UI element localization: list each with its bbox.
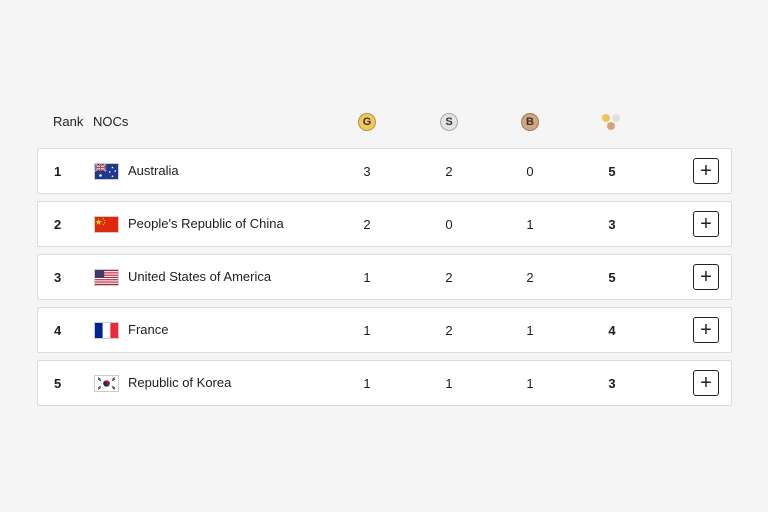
- expand-row-button[interactable]: +: [693, 317, 719, 343]
- silver-medal-icon: S: [440, 113, 458, 131]
- total-count: 4: [608, 323, 616, 338]
- expand-row-button[interactable]: +: [693, 264, 719, 290]
- china-flag-icon: [94, 216, 119, 233]
- total-count: 5: [608, 270, 616, 285]
- plus-icon: +: [700, 319, 712, 341]
- expand-row-button[interactable]: +: [693, 370, 719, 396]
- plus-icon: +: [700, 266, 712, 288]
- gold-count: 1: [363, 323, 371, 338]
- total-count: 5: [608, 164, 616, 179]
- plus-icon: +: [700, 160, 712, 182]
- table-row: 3 United States of America 1 2 2 5: [37, 254, 732, 300]
- plus-icon: +: [700, 213, 712, 235]
- noc-name: Republic of Korea: [128, 375, 232, 390]
- rank-column-header: Rank: [53, 114, 84, 129]
- rank-cell: 4: [54, 323, 62, 338]
- gold-count: 3: [363, 164, 371, 179]
- table-row: 2 People's Republic of China 2 0 1 3 +: [37, 201, 732, 247]
- bronze-count: 1: [526, 217, 534, 232]
- total-medals-icon: [602, 112, 626, 132]
- gold-count: 2: [363, 217, 371, 232]
- bronze-count: 0: [526, 164, 534, 179]
- medal-table: Rank NOCs G S B 1: [37, 108, 732, 406]
- silver-count: 2: [445, 164, 453, 179]
- noc-name: United States of America: [128, 269, 272, 284]
- table-row: 1: [37, 148, 732, 194]
- table-row: 5 Republic of Korea 1 1: [37, 360, 732, 406]
- rank-cell: 1: [54, 164, 62, 179]
- noc-name: Australia: [128, 163, 179, 178]
- gold-count: 1: [363, 376, 371, 391]
- gold-medal-icon: G: [358, 113, 376, 131]
- table-header: Rank NOCs G S B: [37, 108, 732, 136]
- silver-count: 2: [445, 270, 453, 285]
- total-count: 3: [608, 217, 616, 232]
- noc-name: France: [128, 322, 169, 337]
- expand-row-button[interactable]: +: [693, 211, 719, 237]
- silver-count: 1: [445, 376, 453, 391]
- usa-flag-icon: [94, 269, 119, 286]
- table-row: 4 France 1 2 1 4 +: [37, 307, 732, 353]
- rank-cell: 2: [54, 217, 62, 232]
- expand-row-button[interactable]: +: [693, 158, 719, 184]
- silver-count: 2: [445, 323, 453, 338]
- australia-flag-icon: [94, 163, 119, 180]
- bronze-count: 1: [526, 323, 534, 338]
- rank-cell: 3: [54, 270, 62, 285]
- france-flag-icon: [94, 322, 119, 339]
- total-count: 3: [608, 376, 616, 391]
- bronze-count: 2: [526, 270, 534, 285]
- nocs-column-header: NOCs: [93, 114, 129, 129]
- silver-count: 0: [445, 217, 453, 232]
- bronze-medal-icon: B: [521, 113, 539, 131]
- korea-flag-icon: [94, 375, 119, 392]
- bronze-count: 1: [526, 376, 534, 391]
- plus-icon: +: [700, 372, 712, 394]
- noc-name: People's Republic of China: [128, 216, 284, 231]
- table-body: 1: [37, 148, 732, 413]
- rank-cell: 5: [54, 376, 62, 391]
- gold-count: 1: [363, 270, 371, 285]
